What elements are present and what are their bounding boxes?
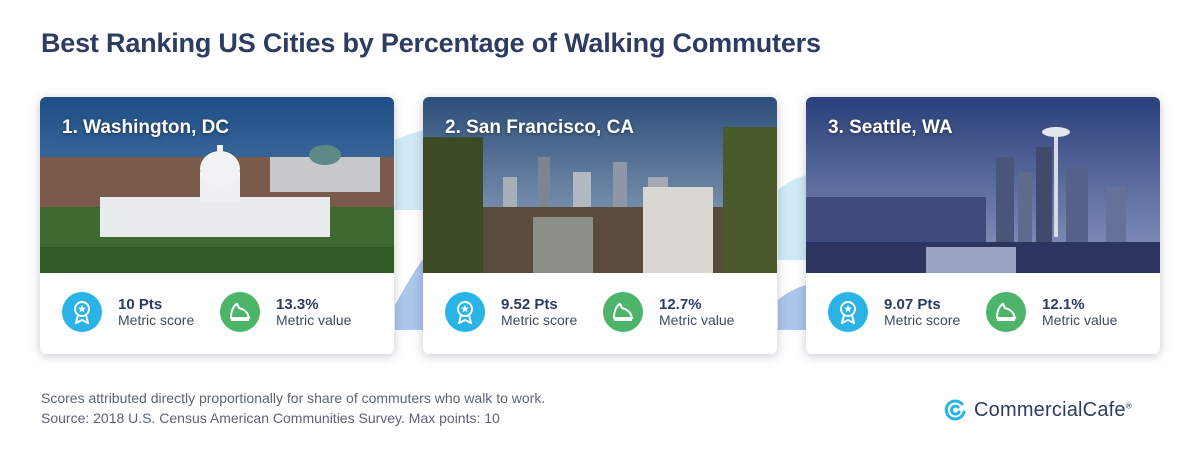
metric-score: 9.07 Pts Metric score — [828, 292, 960, 332]
footnote-line-1: Scores attributed directly proportionall… — [41, 390, 546, 406]
score-value: 9.07 Pts — [884, 295, 941, 313]
metric-score: 10 Pts Metric score — [62, 292, 194, 332]
metric-value: 12.7% Metric value — [603, 292, 734, 332]
card-title: 1. Washington, DC — [62, 117, 230, 138]
metric-value: 13.3% Metric value — [220, 292, 351, 332]
page-title: Best Ranking US Cities by Percentage of … — [41, 28, 821, 58]
award-ribbon-icon — [828, 292, 868, 332]
footnote: Scores attributed directly proportionall… — [41, 388, 545, 428]
metric-value: 12.1% Metric value — [986, 292, 1117, 332]
metric-value-number: 13.3% — [276, 295, 319, 313]
score-label: Metric score — [118, 311, 195, 328]
city-photo-washington — [40, 97, 394, 273]
award-ribbon-icon — [62, 292, 102, 332]
footnote-line-2: Source: 2018 U.S. Census American Commun… — [41, 410, 500, 426]
metric-value-label: Metric value — [659, 311, 735, 328]
score-value: 10 Pts — [118, 295, 163, 313]
card-title: 3. Seattle, WA — [828, 117, 953, 138]
city-photo-san-francisco — [423, 97, 777, 273]
city-card-seattle: 3. Seattle, WA 9.07 Pts Metric score 12.… — [806, 97, 1160, 354]
sneaker-icon — [603, 292, 643, 332]
metric-value-label: Metric value — [276, 311, 352, 328]
score-label: Metric score — [884, 311, 961, 328]
score-label: Metric score — [501, 311, 578, 328]
metric-value-label: Metric value — [1042, 311, 1118, 328]
sneaker-icon — [986, 292, 1026, 332]
city-card-san-francisco: 2. San Francisco, CA 9.52 Pts Metric sco… — [423, 97, 777, 354]
brand-logo[interactable]: CommercialCafe® — [943, 398, 1132, 422]
sneaker-icon — [220, 292, 260, 332]
brand-name: CommercialCafe® — [974, 398, 1132, 421]
commercialcafe-logo-icon — [944, 399, 966, 421]
metric-value-number: 12.7% — [659, 295, 702, 313]
award-ribbon-icon — [445, 292, 485, 332]
metric-value-number: 12.1% — [1042, 295, 1085, 313]
metric-score: 9.52 Pts Metric score — [445, 292, 577, 332]
city-photo-seattle — [806, 97, 1160, 273]
score-value: 9.52 Pts — [501, 295, 558, 313]
city-card-washington: 1. Washington, DC 10 Pts Metric score 13… — [40, 97, 394, 354]
card-title: 2. San Francisco, CA — [445, 117, 635, 138]
